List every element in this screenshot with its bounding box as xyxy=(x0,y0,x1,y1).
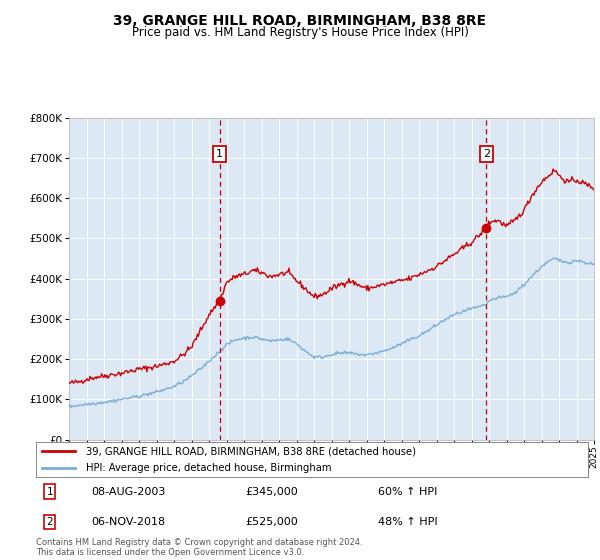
Text: £345,000: £345,000 xyxy=(246,487,299,497)
Text: 06-NOV-2018: 06-NOV-2018 xyxy=(91,517,166,527)
Text: 39, GRANGE HILL ROAD, BIRMINGHAM, B38 8RE (detached house): 39, GRANGE HILL ROAD, BIRMINGHAM, B38 8R… xyxy=(86,446,416,456)
Text: 08-AUG-2003: 08-AUG-2003 xyxy=(91,487,166,497)
Text: 60% ↑ HPI: 60% ↑ HPI xyxy=(378,487,437,497)
Text: HPI: Average price, detached house, Birmingham: HPI: Average price, detached house, Birm… xyxy=(86,463,331,473)
Text: Price paid vs. HM Land Registry's House Price Index (HPI): Price paid vs. HM Land Registry's House … xyxy=(131,26,469,39)
Text: 2: 2 xyxy=(483,149,490,159)
Text: 2: 2 xyxy=(46,517,53,527)
Text: £525,000: £525,000 xyxy=(246,517,299,527)
Text: 48% ↑ HPI: 48% ↑ HPI xyxy=(378,517,438,527)
Text: Contains HM Land Registry data © Crown copyright and database right 2024.
This d: Contains HM Land Registry data © Crown c… xyxy=(36,538,362,557)
Text: 39, GRANGE HILL ROAD, BIRMINGHAM, B38 8RE: 39, GRANGE HILL ROAD, BIRMINGHAM, B38 8R… xyxy=(113,14,487,28)
Text: 1: 1 xyxy=(46,487,53,497)
Text: 1: 1 xyxy=(216,149,223,159)
